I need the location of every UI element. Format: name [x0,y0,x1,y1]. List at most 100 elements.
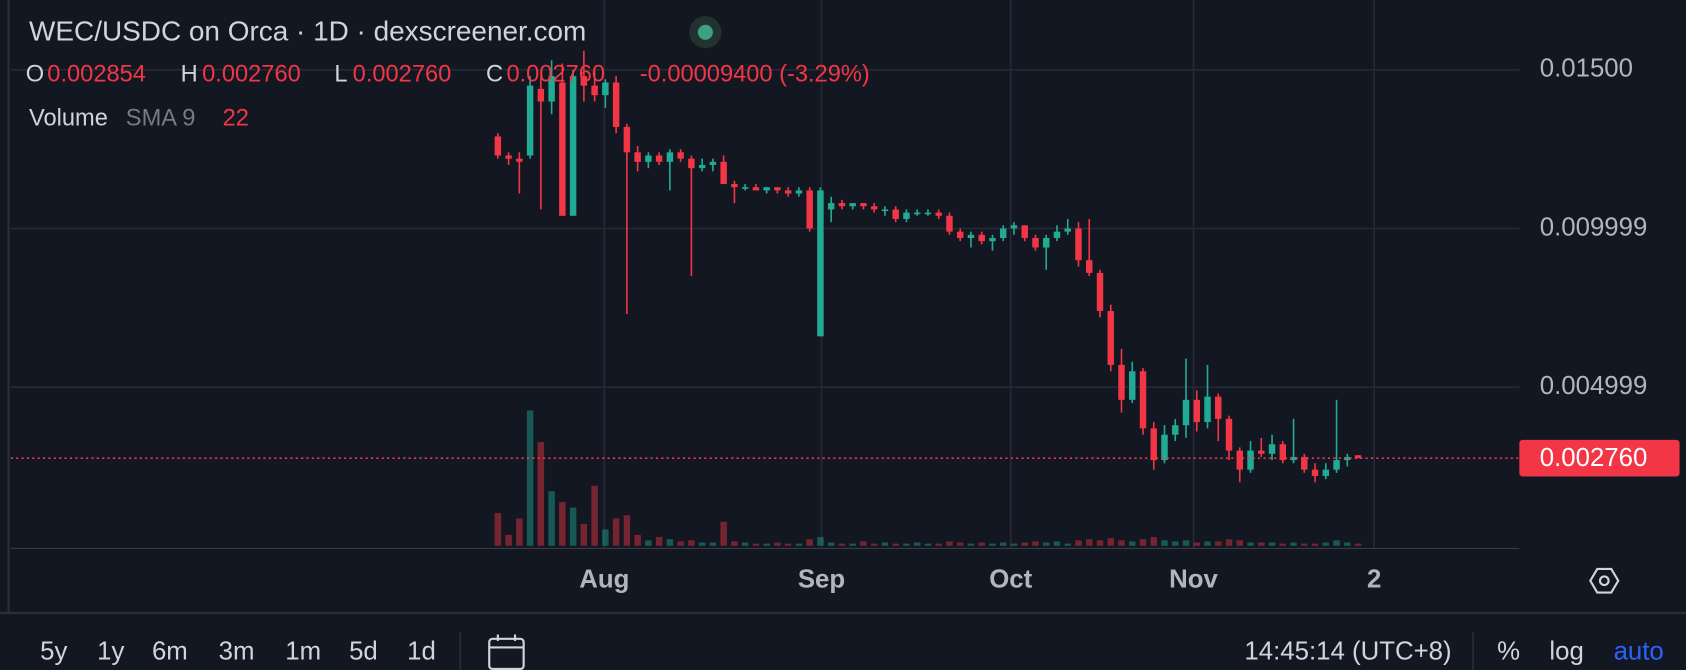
volume-bar [1301,543,1308,546]
candle-body [1086,260,1093,273]
volume-bar [1021,542,1028,546]
candle-body [1139,371,1147,429]
status-dot [697,24,713,40]
scale-option[interactable]: auto [1614,638,1664,666]
candle-body [1258,450,1265,454]
candle-body [612,82,620,127]
candle-body [806,190,813,229]
volume-bar [1064,543,1071,546]
toolbar: 5y 1y 6m 3m 1m 5d 1d 14:45:14 (UTC+8)% log auto [40,638,1664,666]
volume-label: Volume [29,106,108,132]
candle-body [1322,469,1330,476]
volume-bar [849,543,856,546]
volume-bar [720,521,727,546]
candle-body [731,184,738,188]
volume-bar [741,542,749,546]
candle-body [677,152,684,159]
range-button[interactable]: 1y [97,638,124,666]
volume-bar [1247,542,1254,546]
candle-body [580,76,588,86]
volume-bar [698,542,706,546]
legend-label: H [181,62,198,88]
x-tick-label: 2 [1367,566,1381,594]
range-button[interactable]: 1m [285,638,321,666]
range-button[interactable]: 6m [152,638,188,666]
candle-body [602,82,609,96]
volume-bar [612,518,620,546]
candle-body [870,206,878,210]
date-range-icon[interactable] [488,634,525,670]
candle-body [1053,231,1061,238]
candle-body [838,203,846,207]
volume-bar [602,529,609,546]
candle-body [1279,444,1287,461]
volume-bar [1290,542,1297,546]
x-tick-label: Oct [989,566,1032,594]
candle-body [956,231,964,238]
candle-body [1290,456,1297,461]
candle-body [1354,455,1362,459]
volume-bar [967,543,975,546]
range-button[interactable]: 1d [407,638,436,666]
legend-label: O [26,62,44,88]
volume-bar [806,539,813,546]
volume-bar [580,523,588,546]
volume-bar [1150,537,1157,546]
candle-body [623,126,631,153]
candle-body [1311,469,1319,476]
candle-body [1225,418,1233,451]
volume-bar [1333,540,1340,546]
range-button[interactable]: 5y [40,638,67,666]
volume-bar [688,540,695,546]
volume-bar [1042,542,1050,546]
range-button[interactable]: 3m [219,638,255,666]
scale-option[interactable]: % [1497,638,1520,666]
volume-bar [537,442,545,546]
volume-bar [634,534,641,546]
legend-value: 0.002760 [202,62,301,88]
candle-body [1075,228,1082,261]
volume-bar [1193,542,1200,546]
volume-bar [870,543,878,546]
candle-body [1129,371,1136,400]
volume-bar [892,543,899,546]
volume-bar [784,543,792,546]
clock: 14:45:14 (UTC+8) [1244,638,1451,666]
settings-icon[interactable] [1589,567,1620,594]
candle-body [1268,444,1276,454]
x-tick-label: Nov [1169,566,1218,594]
volume-bar [1139,539,1147,546]
legend-value: 0.002760 [506,62,605,88]
candle-body [1247,450,1254,470]
volume-bar [1010,543,1018,546]
volume-bar [709,542,717,546]
legend-change: -0.00009400 (-3.29%) [640,62,870,88]
candle-body [569,76,577,216]
candle-body [827,203,835,210]
candle-body [1150,428,1157,461]
candle-body [935,212,942,216]
candle-body [634,152,641,162]
grid: 0.01500 0.009999 0.004999 Aug Sep Oct Nov 2 [10,0,1647,594]
candle-body [548,76,555,102]
volume-bar [1053,541,1061,546]
candle-body [591,85,598,96]
candle-body [1344,456,1351,461]
volume-bar [677,541,684,546]
candle-body [999,228,1007,238]
plot: 0.002760 [10,50,1680,546]
volume-bar [1225,539,1233,546]
candle-body [559,82,566,216]
candle-body [978,234,985,242]
current-price-label: 0.002760 [1540,444,1648,472]
candle-body [1182,399,1190,426]
volume-bar [1075,540,1082,546]
scale-option[interactable]: log [1549,638,1583,666]
volume-bar [548,491,555,546]
range-button[interactable]: 5d [349,638,378,666]
candle-body [763,187,770,191]
candle-body [666,152,674,162]
volume-bar [1311,543,1319,546]
volume-bar [516,518,523,546]
